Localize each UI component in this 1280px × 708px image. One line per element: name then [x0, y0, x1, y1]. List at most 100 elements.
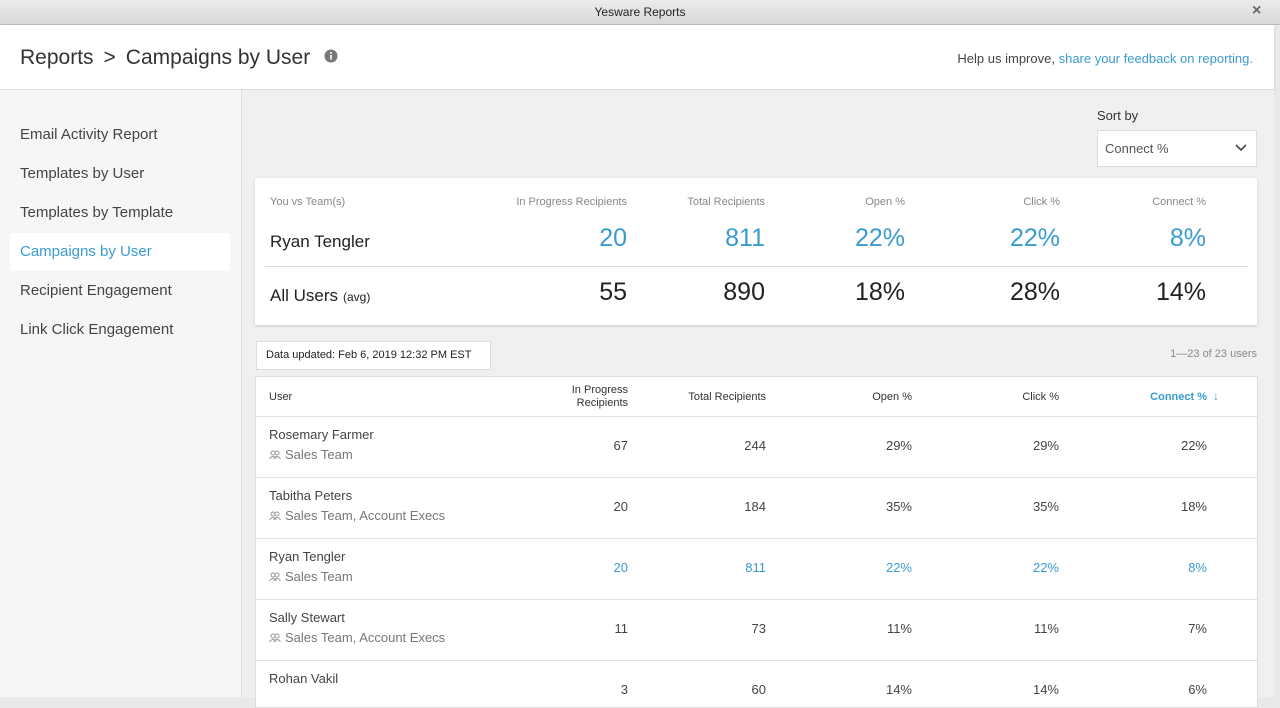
summary-name: All Users (avg): [270, 286, 370, 306]
summary-header: You vs Team(s): [270, 196, 346, 208]
info-icon[interactable]: [324, 49, 338, 63]
cell: 6%: [1188, 682, 1207, 697]
column-header[interactable]: Connect %: [1150, 391, 1207, 403]
summary-value: 22%: [1009, 224, 1060, 252]
window-title: Yesware Reports: [594, 5, 686, 19]
summary-value: 28%: [1009, 278, 1060, 306]
cell: 11%: [1033, 621, 1059, 636]
cell: 22%: [1180, 438, 1207, 453]
summary-value: 55: [599, 278, 627, 306]
cell: 35%: [1032, 499, 1059, 514]
sort-label: Sort by: [1097, 108, 1139, 123]
feedback-link[interactable]: share your feedback on reporting.: [1058, 51, 1253, 66]
main: Sort by Connect % You vs Team(s) In Progr…: [242, 90, 1274, 708]
summary-value: 14%: [1155, 278, 1206, 306]
cell: 811: [745, 560, 766, 575]
row-divider: [256, 660, 1257, 661]
cell: 22%: [1032, 560, 1059, 575]
team: Sales Team, Account Execs: [269, 508, 445, 523]
user-name[interactable]: Tabitha Peters: [269, 488, 353, 503]
row-divider: [256, 599, 1257, 600]
team-icon: [269, 511, 281, 521]
summary-header: Open %: [865, 196, 905, 208]
nav-item[interactable]: Campaigns by User: [10, 233, 230, 270]
close-button[interactable]: ×: [1252, 2, 1262, 19]
nav-label: Recipient Engagement: [20, 282, 172, 299]
team-name: Sales Team: [285, 447, 353, 462]
user-name[interactable]: Rosemary Farmer: [269, 427, 374, 442]
cell: 60: [751, 682, 766, 697]
summary-value: 811: [725, 224, 765, 252]
divider: [265, 266, 1248, 267]
user-name[interactable]: Ryan Tengler: [269, 549, 346, 564]
chevron: [1235, 144, 1247, 152]
cell: 11: [614, 621, 629, 636]
help-text: Help us improve,: [957, 51, 1055, 66]
user-name[interactable]: Rohan Vakil: [269, 671, 339, 686]
user-name: All Users: [270, 286, 339, 305]
team-name: Sales Team, Account Execs: [285, 508, 446, 523]
row-divider: [256, 477, 1257, 478]
cell: 11%: [886, 621, 912, 636]
summary-card: You vs Team(s) In Progress Recipients Tota…: [255, 178, 1257, 325]
sort-select[interactable]: Connect %: [1097, 130, 1257, 167]
cell: 14%: [1032, 682, 1059, 697]
column-header: In Progress Recipients: [571, 384, 628, 409]
cell: 8%: [1188, 560, 1207, 575]
nav-item[interactable]: Link Click Engagement: [10, 311, 230, 348]
cell: 18%: [1180, 499, 1207, 514]
column-header: Total Recipients: [688, 391, 766, 403]
updated-text: Data updated: Feb 6, 2019 12:32 PM EST: [266, 349, 472, 361]
separator: >: [103, 46, 116, 69]
summary-value: 890: [723, 278, 765, 306]
crumb[interactable]: Reports: [20, 46, 94, 69]
cell: 7%: [1188, 621, 1207, 636]
help: Help us improve, share your feedback on …: [957, 51, 1253, 66]
nav-item[interactable]: Email Activity Report: [10, 116, 230, 153]
cell: 20: [613, 499, 628, 514]
nav-item[interactable]: Recipient Engagement: [10, 272, 230, 309]
team-icon: [269, 450, 281, 460]
team: Sales Team: [269, 569, 353, 584]
team-icon: [269, 572, 281, 582]
cell: 3: [620, 682, 628, 697]
cell: 73: [751, 621, 766, 636]
summary-value: 22%: [854, 224, 905, 252]
pagination: 1—23 of 23 users: [1170, 348, 1257, 360]
nav-label: Templates by Template: [20, 204, 174, 221]
column-header: Click %: [1022, 391, 1059, 403]
cell: 14%: [885, 682, 912, 697]
user-name[interactable]: Sally Stewart: [269, 610, 345, 625]
nav-label: Email Activity Report: [20, 126, 158, 143]
cell: 184: [744, 499, 766, 514]
cell: 35%: [885, 499, 912, 514]
cell: 67: [613, 438, 628, 453]
cell: 29%: [1032, 438, 1059, 453]
sort-arrow: ↓: [1213, 389, 1219, 403]
column-header: Open %: [872, 391, 912, 403]
summary-value: 18%: [854, 278, 905, 306]
nav-item[interactable]: Templates by User: [10, 155, 230, 192]
page-title: Campaigns by User: [125, 46, 311, 69]
team: Sales Team: [269, 447, 353, 462]
nav-item[interactable]: Templates by Template: [10, 194, 230, 231]
cell: 22%: [885, 560, 912, 575]
title-bar: Yesware Reports ×: [0, 0, 1280, 25]
cell: 244: [744, 438, 766, 453]
cell: 29%: [885, 438, 912, 453]
nav-label: Link Click Engagement: [20, 321, 174, 338]
user-name: Ryan Tengler: [270, 232, 370, 251]
team-name: Sales Team, Account Execs: [285, 630, 446, 645]
avg-note: (avg): [343, 290, 371, 304]
row-divider: [256, 538, 1257, 539]
sort-value: Connect %: [1105, 141, 1169, 156]
updated-box: Data updated: Feb 6, 2019 12:32 PM EST: [256, 341, 491, 370]
header: Reports > Campaigns by User Help us improv…: [0, 25, 1274, 90]
breadcrumb: Reports > Campaigns by User: [20, 46, 338, 70]
nav-label: Templates by User: [20, 165, 145, 182]
team: Sales Team, Account Execs: [269, 630, 445, 645]
summary-value: 8%: [1169, 224, 1206, 252]
summary-header: In Progress Recipients: [516, 196, 627, 208]
summary-name: Ryan Tengler: [270, 232, 370, 252]
